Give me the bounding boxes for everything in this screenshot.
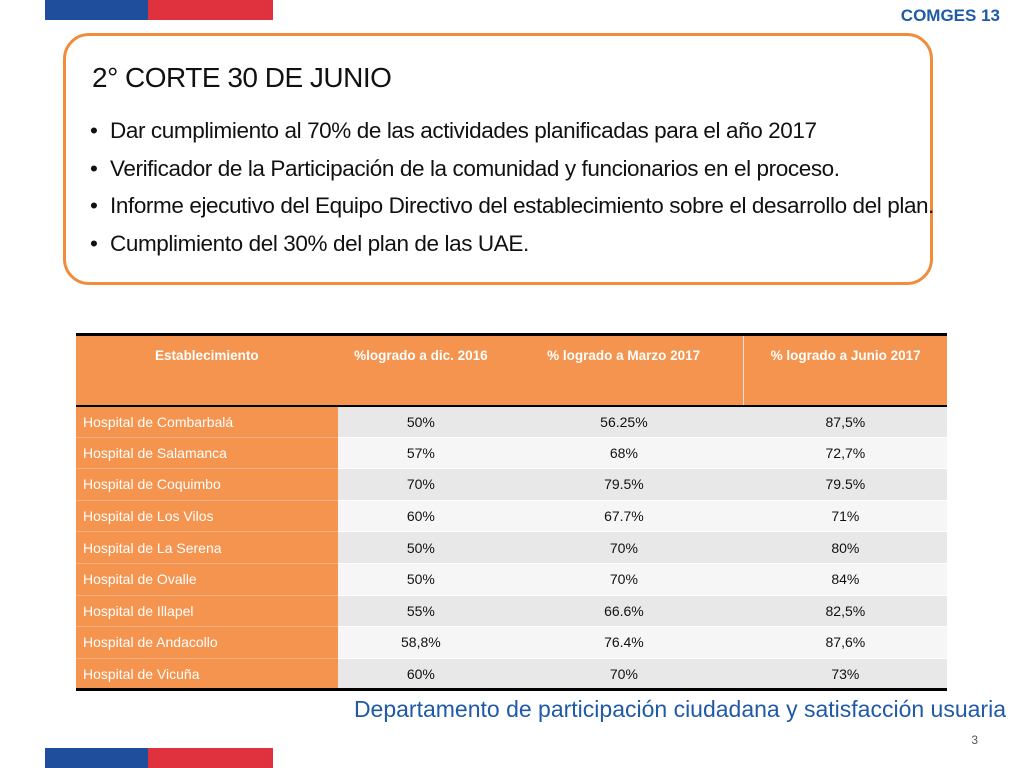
comges-tag: COMGES 13 xyxy=(900,6,1000,25)
hospital-name-cell: Hospital de Salamanca xyxy=(76,436,338,469)
table-row: Hospital de Ovalle 50% 70% 84% xyxy=(76,562,947,596)
flag-red-segment xyxy=(148,748,273,768)
table-row: Hospital de Andacollo 58,8% 76.4% 87,6% xyxy=(76,626,947,659)
value-cell: 70% xyxy=(504,531,744,564)
table-row: Hospital de La Serena 50% 70% 80% xyxy=(76,531,947,564)
value-cell: 50% xyxy=(337,562,505,596)
value-cell: 70% xyxy=(504,657,744,692)
flag-blue-segment xyxy=(45,748,148,768)
hospital-table: Establecimiento %logrado a dic. 2016 % l… xyxy=(76,333,947,692)
hospital-name-cell: Hospital de Ovalle xyxy=(76,562,338,596)
callout-bullet-list: • Dar cumplimiento al 70% de las activida… xyxy=(90,112,934,262)
table-row: Hospital de Coquimbo 70% 79.5% 79.5% xyxy=(76,468,947,501)
bullet-glyph: • xyxy=(90,193,98,218)
value-cell: 50% xyxy=(337,531,505,564)
value-cell: 76.4% xyxy=(504,626,744,659)
value-cell: 70% xyxy=(337,468,505,501)
flag-red-segment xyxy=(148,0,273,20)
bullet-glyph: • xyxy=(90,118,98,143)
flag-stripe-bottom xyxy=(45,748,273,768)
hospital-name-cell: Hospital de La Serena xyxy=(76,531,338,564)
bullet-item: • Dar cumplimiento al 70% de las activida… xyxy=(90,112,934,150)
value-cell: 56.25% xyxy=(504,404,744,438)
hospital-name-cell: Hospital de Illapel xyxy=(76,594,338,627)
value-cell: 72,7% xyxy=(743,436,947,469)
page-number: 3 xyxy=(971,733,978,747)
value-cell: 82,5% xyxy=(743,594,947,627)
flag-stripe-top xyxy=(45,0,273,20)
value-cell: 57% xyxy=(337,436,505,469)
header-dic-2016: %logrado a dic. 2016 xyxy=(337,333,505,406)
value-cell: 60% xyxy=(337,499,505,532)
value-cell: 67.7% xyxy=(504,499,744,532)
bullet-text: Verificador de la Participación de la co… xyxy=(110,155,840,181)
hospital-name-cell: Hospital de Los Vilos xyxy=(76,499,338,532)
hospital-name-cell: Hospital de Andacollo xyxy=(76,626,338,659)
value-cell: 68% xyxy=(504,436,744,469)
bullet-glyph: • xyxy=(90,155,98,181)
header-junio-2017: % logrado a Junio 2017 xyxy=(743,333,947,406)
hospital-name-cell: Hospital de Vicuña xyxy=(76,657,338,692)
value-cell: 84% xyxy=(743,562,947,596)
value-cell: 55% xyxy=(337,594,505,627)
value-cell: 50% xyxy=(337,404,505,438)
value-cell: 73% xyxy=(743,657,947,692)
table-row: Hospital de Combarbalá 50% 56.25% 87,5% xyxy=(76,404,947,438)
bullet-item: • Verificador de la Participación de la c… xyxy=(90,150,934,188)
value-cell: 70% xyxy=(504,562,744,596)
bullet-item: • Informe ejecutivo del Equipo Directivo … xyxy=(90,187,934,225)
table-row: Hospital de Salamanca 57% 68% 72,7% xyxy=(76,436,947,469)
value-cell: 58,8% xyxy=(337,626,505,659)
bullet-text: Dar cumplimiento al 70% de las actividad… xyxy=(110,118,817,143)
bullet-glyph: • xyxy=(90,230,98,256)
value-cell: 60% xyxy=(337,657,505,692)
table-row: Hospital de Los Vilos 60% 67.7% 71% xyxy=(76,499,947,532)
bullet-text: Cumplimiento del 30% del plan de las UAE… xyxy=(110,230,529,256)
hospital-name-cell: Hospital de Combarbalá xyxy=(76,404,338,438)
value-cell: 87,5% xyxy=(743,404,947,438)
header-marzo-2017: % logrado a Marzo 2017 xyxy=(504,333,744,406)
bullet-text: Informe ejecutivo del Equipo Directivo d… xyxy=(110,193,935,218)
callout-box: 2° CORTE 30 DE JUNIO • Dar cumplimiento a… xyxy=(63,33,934,285)
table-header-row: Establecimiento %logrado a dic. 2016 % l… xyxy=(76,333,947,406)
value-cell: 80% xyxy=(743,531,947,564)
value-cell: 79.5% xyxy=(743,468,947,501)
value-cell: 87,6% xyxy=(743,626,947,659)
header-establecimiento: Establecimiento xyxy=(76,333,338,406)
value-cell: 79.5% xyxy=(504,468,744,501)
table-row: Hospital de Vicuña 60% 70% 73% xyxy=(76,657,947,692)
bullet-item: • Cumplimiento del 30% del plan de las UA… xyxy=(90,225,934,263)
table-row: Hospital de Illapel 55% 66.6% 82,5% xyxy=(76,594,947,627)
hospital-name-cell: Hospital de Coquimbo xyxy=(76,468,338,501)
value-cell: 66.6% xyxy=(504,594,744,627)
callout-title: 2° CORTE 30 DE JUNIO xyxy=(92,62,392,93)
department-footer: Departamento de participación ciudadana … xyxy=(353,696,1006,722)
flag-blue-segment xyxy=(45,0,148,20)
value-cell: 71% xyxy=(743,499,947,532)
